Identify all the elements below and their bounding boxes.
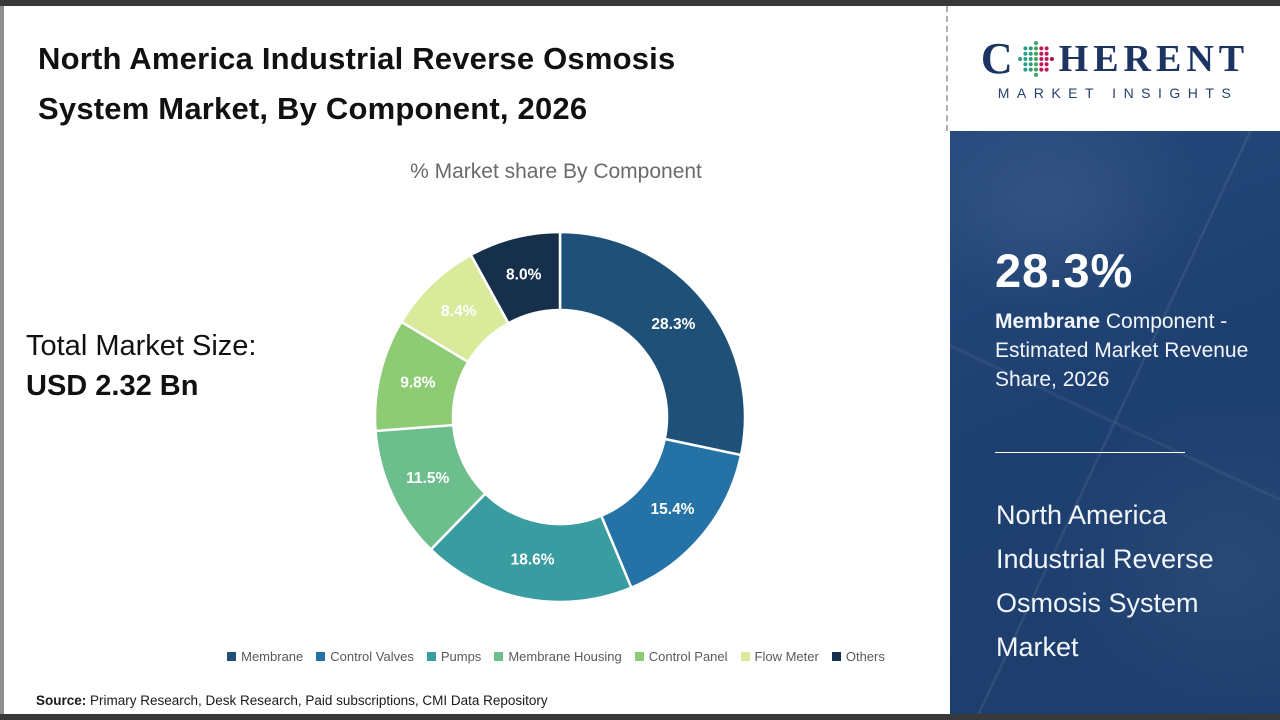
donut-label: 28.3% [651, 316, 695, 333]
legend-item-membrane: Membrane [227, 649, 303, 664]
globe-dot [1023, 61, 1028, 66]
globe-dot [1028, 56, 1033, 61]
legend-item-membrane-housing: Membrane Housing [494, 649, 622, 664]
chart-legend: Membrane Control Valves Pumps Membrane Hous… [156, 649, 956, 664]
logo-letter-c: C [980, 33, 1015, 83]
logo-subtext: MARKET INSIGHTS [997, 84, 1239, 101]
globe-dot [1044, 51, 1049, 56]
source-text: Primary Research, Desk Research, Paid su… [86, 693, 548, 708]
globe-dot [1033, 51, 1038, 56]
globe-dot [1038, 67, 1043, 72]
globe-dot [1023, 45, 1028, 50]
frame-top-border [0, 0, 1280, 6]
globe-dot [1044, 67, 1049, 72]
legend-item-others: Others [831, 649, 885, 664]
globe-dot [1033, 45, 1038, 50]
logo-area: C HERENT MARKET INSIGHTS [950, 6, 1280, 131]
globe-dot [1028, 51, 1033, 56]
chart-subtitle: % Market share By Component [410, 160, 702, 183]
globe-dot [1044, 56, 1049, 61]
total-market-value: USD 2.32 Bn [26, 370, 199, 402]
legend-swatch [494, 652, 504, 661]
legend-label: Pumps [440, 649, 482, 664]
source-line: Source: Primary Research, Desk Research,… [36, 693, 548, 708]
legend-label: Control Valves [330, 649, 414, 664]
legend-label: Control Panel [648, 649, 728, 664]
dashed-divider [946, 6, 948, 131]
globe-dot [1023, 67, 1028, 72]
globe-dot [1023, 51, 1028, 56]
sidebar-market-name: North America Industrial Reverse Osmosis… [996, 500, 1214, 662]
legend-item-control-valves: Control Valves [316, 649, 414, 664]
coherent-logo: C HERENT [980, 33, 1250, 83]
donut-segment-membrane [558, 230, 747, 457]
legend-swatch [634, 652, 644, 661]
donut-label: 18.6% [511, 551, 555, 568]
globe-dot [1038, 61, 1043, 66]
donut-label: 15.4% [651, 501, 695, 518]
globe-dot [1028, 45, 1033, 50]
source-label: Source: [36, 693, 87, 708]
legend-label: Flow Meter [754, 649, 819, 664]
globe-dot [1038, 56, 1043, 61]
globe-dot [1033, 61, 1038, 66]
legend-label: Others [845, 649, 885, 664]
legend-swatch [831, 652, 841, 661]
globe-dot [1044, 61, 1049, 66]
legend-item-pumps: Pumps [426, 649, 482, 664]
globe-dot [1044, 45, 1049, 50]
sidebar-stat-value: 28.3% [995, 244, 1134, 297]
legend-label: Membrane [241, 649, 304, 664]
globe-dot [1038, 51, 1043, 56]
globe-dot [1033, 56, 1038, 61]
donut-chart-svg: 28.3% 15.4% 18.6% 11.5% 9.8% 8.4% 8.0% [373, 230, 747, 604]
total-market-label: Total Market Size: [26, 330, 257, 362]
donut-label: 9.8% [400, 374, 436, 391]
legend-item-control-panel: Control Panel [634, 649, 728, 664]
globe-dot [1033, 67, 1038, 72]
sidebar-panel: 28.3% Membrane Component - Estimated Mar… [950, 131, 1280, 714]
globe-dot [1028, 67, 1033, 72]
globe-dot [1023, 56, 1028, 61]
legend-item-flow-meter: Flow Meter [740, 649, 819, 664]
legend-swatch [227, 652, 237, 661]
page-title: North America Industrial Reverse Osmosis… [38, 41, 676, 126]
dotted-globe-icon [1017, 40, 1054, 77]
frame-left-border [0, 0, 4, 720]
globe-dot [1038, 45, 1043, 50]
frame-bottom-border [0, 714, 1280, 720]
sidebar-stat-desc-rest: Component - Estimated Market Revenue Sha… [995, 310, 1249, 391]
sidebar-stat-desc-bold: Membrane [995, 310, 1101, 333]
donut-segment-others [469, 230, 562, 325]
legend-swatch [426, 652, 436, 661]
legend-swatch [740, 652, 750, 661]
total-market-size: Total Market Size: USD 2.32 Bn [26, 326, 256, 406]
globe-dot [1028, 61, 1033, 66]
legend-swatch [316, 652, 326, 661]
logo-text: HERENT [1058, 37, 1250, 80]
globe-dot [1033, 72, 1038, 77]
donut-label: 8.0% [506, 267, 542, 284]
donut-segment-pumps [429, 492, 633, 604]
donut-label: 8.4% [441, 303, 477, 320]
globe-dot [1017, 56, 1022, 61]
sidebar-stat-desc: Membrane Component - Estimated Market Re… [995, 307, 1253, 394]
globe-dot [1049, 56, 1054, 61]
donut-label: 11.5% [406, 470, 449, 487]
legend-label: Membrane Housing [508, 649, 622, 664]
sidebar-divider-line [995, 452, 1185, 453]
donut-chart: 28.3% 15.4% 18.6% 11.5% 9.8% 8.4% 8.0% [350, 207, 770, 627]
globe-dot [1033, 40, 1038, 45]
